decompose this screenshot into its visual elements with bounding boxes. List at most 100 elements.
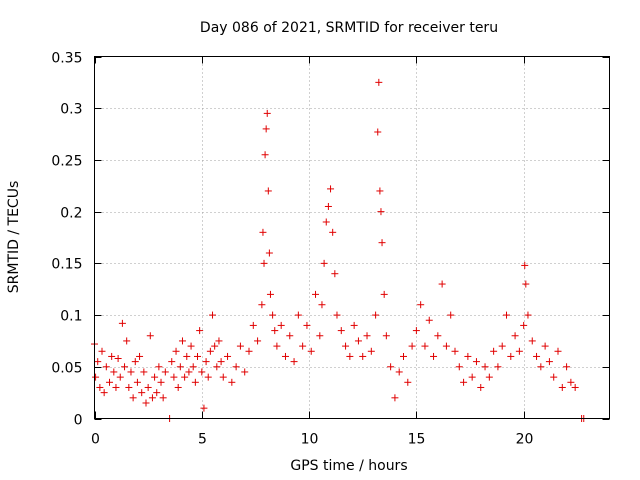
data-point <box>318 301 326 309</box>
data-point <box>209 311 217 319</box>
x-tick-label: 0 <box>91 432 100 448</box>
data-point <box>286 332 294 340</box>
data-point <box>273 342 281 350</box>
data-point <box>312 290 320 298</box>
data-point <box>447 311 455 319</box>
data-point <box>550 373 558 381</box>
data-point <box>127 368 135 376</box>
data-point <box>185 368 193 376</box>
data-point <box>391 394 399 402</box>
data-point <box>350 321 358 329</box>
data-point <box>98 347 106 355</box>
data-point <box>367 347 375 355</box>
data-point <box>320 259 328 267</box>
data-point <box>202 358 210 366</box>
data-point <box>215 337 223 345</box>
data-point <box>159 394 167 402</box>
data-point <box>537 363 545 371</box>
data-point <box>94 358 102 366</box>
data-point <box>567 378 575 386</box>
data-point <box>108 352 116 360</box>
data-point <box>387 363 395 371</box>
data-point <box>363 332 371 340</box>
data-point <box>191 378 199 386</box>
data-point <box>183 352 191 360</box>
data-point <box>533 352 541 360</box>
data-point <box>260 259 268 267</box>
data-point <box>161 368 169 376</box>
x-tick-label: 5 <box>198 432 207 448</box>
data-point <box>110 368 118 376</box>
data-point <box>261 151 269 159</box>
data-point <box>434 332 442 340</box>
data-point <box>198 368 206 376</box>
data-point <box>232 363 240 371</box>
data-point <box>520 321 528 329</box>
data-point <box>236 342 244 350</box>
y-tick-label: 0.35 <box>51 51 82 67</box>
grid-lines <box>94 56 610 419</box>
data-point <box>354 337 362 345</box>
data-point <box>194 352 201 360</box>
data-point <box>100 389 108 397</box>
data-point <box>123 337 131 345</box>
data-point <box>472 358 480 366</box>
data-point <box>331 270 339 278</box>
data-point <box>324 202 332 210</box>
y-tick-label: 0.05 <box>51 361 82 377</box>
data-point <box>333 311 341 319</box>
data-point <box>258 301 266 309</box>
data-point <box>346 352 354 360</box>
data-point <box>294 311 302 319</box>
data-point <box>464 352 472 360</box>
data-point <box>262 125 270 133</box>
data-point <box>254 337 262 345</box>
data-point <box>400 352 407 360</box>
data-point <box>507 352 515 360</box>
data-point <box>372 311 380 319</box>
data-point <box>494 363 502 371</box>
data-point <box>541 342 549 350</box>
data-point <box>417 301 425 309</box>
data-point <box>438 280 446 288</box>
data-point <box>515 347 523 355</box>
data-point <box>337 327 345 335</box>
data-point <box>563 363 571 371</box>
data-point <box>131 358 139 366</box>
data-point <box>178 337 186 345</box>
data-point <box>168 358 176 366</box>
data-point <box>281 352 289 360</box>
data-point <box>129 394 137 402</box>
data-point <box>153 389 161 397</box>
data-point <box>460 378 468 386</box>
y-tick-label: 0.2 <box>60 206 82 222</box>
data-point <box>176 363 184 371</box>
data-point <box>329 228 337 236</box>
y-tick-label: 0.25 <box>51 154 82 170</box>
data-point <box>382 332 390 340</box>
data-point <box>172 347 180 355</box>
data-point <box>144 383 152 391</box>
data-point <box>307 347 315 355</box>
data-point <box>116 373 124 381</box>
data-point <box>503 311 510 319</box>
data-point <box>342 342 350 350</box>
data-point <box>322 218 330 226</box>
data-points <box>91 78 588 422</box>
data-point <box>421 342 429 350</box>
data-point <box>442 342 450 350</box>
data-point <box>316 332 324 340</box>
plot-frame <box>94 56 610 419</box>
data-point <box>204 373 212 381</box>
data-point <box>376 187 384 195</box>
data-point <box>375 78 383 86</box>
data-point <box>430 352 438 360</box>
data-point <box>558 383 566 391</box>
data-point <box>378 239 386 247</box>
data-point <box>259 228 267 236</box>
data-point <box>265 249 273 257</box>
data-point <box>571 383 579 391</box>
data-point <box>522 280 530 288</box>
x-tick-label: 15 <box>408 432 426 448</box>
